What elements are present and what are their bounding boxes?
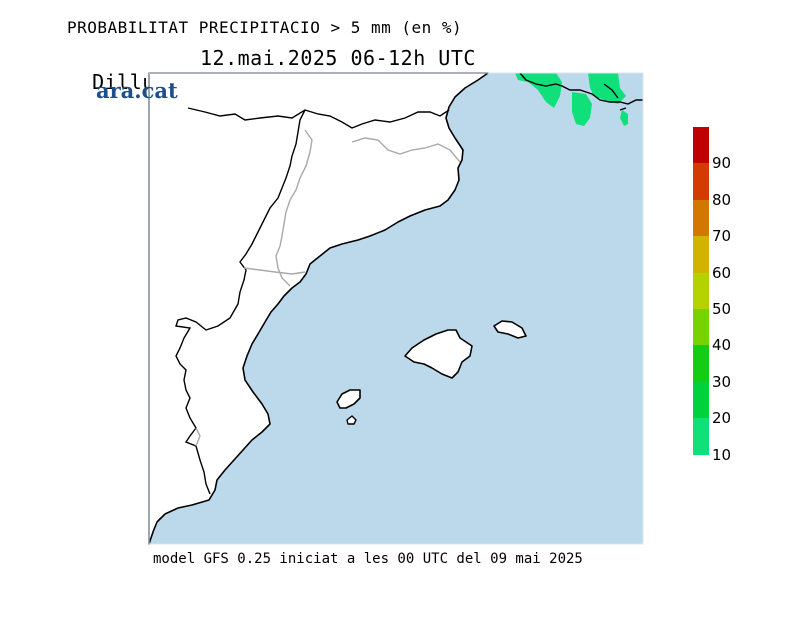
legend-label: 70	[712, 227, 732, 246]
ara-cat-logo: ara.cat	[96, 78, 178, 103]
legend-label: 60	[712, 263, 732, 282]
legend-bin	[693, 163, 709, 200]
island-menorca	[493, 320, 527, 339]
island-formentera	[346, 415, 357, 425]
legend-label: 40	[712, 336, 732, 355]
legend-bin	[693, 236, 709, 273]
legend-label: 50	[712, 300, 732, 318]
legend-label: 10	[712, 445, 732, 464]
legend-bin	[693, 199, 709, 237]
coast-northeast-2	[603, 83, 627, 111]
island-eivissa	[336, 389, 361, 409]
precip-area-northeast-1	[515, 73, 562, 108]
legend-label: 20	[712, 409, 732, 428]
legend-bin	[693, 272, 709, 309]
precip-area-northeast-3	[572, 92, 592, 126]
subtitle-date: 12.mai.2025 06-12h UTC	[200, 46, 476, 70]
legend-bin	[693, 345, 709, 382]
coast-northeast	[519, 72, 643, 105]
model-footer: model GFS 0.25 iniciat a les 00 UTC del …	[153, 551, 583, 567]
precip-legend	[693, 127, 709, 455]
island-mallorca	[404, 329, 473, 379]
legend-bin	[693, 418, 709, 455]
legend-bin	[693, 381, 709, 419]
legend-label: 30	[712, 372, 732, 391]
mainland	[148, 72, 489, 545]
legend-label: 80	[712, 190, 732, 209]
precip-area-northeast-4	[620, 110, 628, 126]
legend-label: 90	[712, 154, 732, 173]
legend-bin	[693, 308, 709, 346]
west-boundary	[175, 107, 450, 495]
region-border	[195, 129, 461, 447]
map-frame	[148, 72, 644, 545]
legend-bin	[693, 127, 709, 164]
map-title: PROBABILITAT PRECIPITACIO > 5 mm (en %)	[67, 18, 463, 37]
